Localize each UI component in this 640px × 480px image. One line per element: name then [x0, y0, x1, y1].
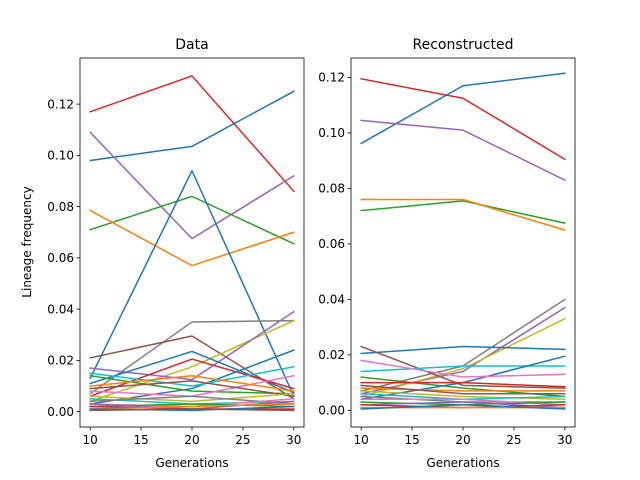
- data-series-line-8: [89, 319, 295, 403]
- reconstructed-series-line-8: [360, 345, 566, 355]
- data-series-line-0: [89, 75, 295, 193]
- data-x-tick-label-3: 25: [235, 433, 250, 447]
- reconstructed-y-tick-label-4: 0.08: [318, 182, 345, 196]
- data-plot-frame: [79, 57, 305, 428]
- data-panel-title: Data: [175, 37, 208, 53]
- data-series-line-13: [89, 365, 295, 387]
- data-x-tick-label-1: 15: [133, 433, 148, 447]
- reconstructed-series-line-12: [360, 359, 566, 378]
- reconstructed-series-line-14: [360, 381, 566, 388]
- reconstructed-series-line-16: [360, 384, 566, 395]
- reconstructed-y-tick-label-1: 0.02: [318, 348, 345, 362]
- data-y-tick-label-4: 0.08: [47, 200, 74, 214]
- reconstructed-y-tick-label-0: 0.00: [318, 404, 345, 418]
- reconstructed-series-line-2: [360, 119, 566, 182]
- reconstructed-x-tick-label-1: 15: [404, 433, 419, 447]
- data-series-line-2: [89, 131, 295, 240]
- data-panel: Data 10 15 20 25 30 0.00 0.02 0.04 0.06 0.08 0.10…: [20, 37, 305, 470]
- reconstructed-panel: Reconstructed 10 15 20 25 30 0.00 0.02 0.04 0.0…: [318, 37, 576, 470]
- reconstructed-y-tick-label-2: 0.04: [318, 293, 345, 307]
- data-y-axis-label: Lineage frequency: [20, 186, 34, 297]
- data-y-tick-label-6: 0.12: [47, 97, 74, 111]
- reconstructed-y-tick-label-6: 0.12: [318, 71, 345, 85]
- reconstructed-plot-frame: [350, 57, 576, 428]
- reconstructed-series-line-10: [360, 365, 566, 373]
- data-y-tick-label-1: 0.02: [47, 354, 74, 368]
- data-series-line-1: [89, 90, 295, 162]
- data-x-axis-label: Generations: [155, 456, 228, 470]
- reconstructed-x-tick-label-3: 25: [506, 433, 521, 447]
- data-series-line-11: [89, 358, 295, 398]
- data-series-line-6: [89, 319, 295, 395]
- data-series-line-9: [89, 310, 295, 381]
- data-series-line-14: [89, 374, 295, 395]
- reconstructed-series-line-4: [360, 198, 566, 231]
- data-x-tick-label-0: 10: [83, 433, 98, 447]
- reconstructed-series-line-3: [360, 200, 566, 224]
- reconstructed-x-tick-label-2: 20: [455, 433, 470, 447]
- reconstructed-series-line-15: [360, 387, 566, 392]
- data-y-tick-label-0: 0.00: [47, 405, 74, 419]
- data-y-tick-label-3: 0.06: [47, 251, 74, 265]
- reconstructed-series-line-6: [360, 306, 566, 395]
- data-x-tick-label-4: 30: [286, 433, 301, 447]
- reconstructed-y-tick-label-3: 0.06: [318, 237, 345, 251]
- data-y-tick-label-2: 0.04: [47, 302, 74, 316]
- data-series-line-12: [89, 349, 295, 405]
- data-x-tick-label-2: 20: [184, 433, 199, 447]
- reconstructed-series-line-17: [360, 390, 566, 401]
- reconstructed-panel-title: Reconstructed: [413, 37, 514, 53]
- data-series-line-18: [89, 392, 295, 403]
- reconstructed-y-tick-label-5: 0.10: [318, 126, 345, 140]
- data-series-line-27: [89, 408, 295, 412]
- data-series-line-4: [89, 209, 295, 267]
- reconstructed-series-line-0: [360, 77, 566, 161]
- data-series-line-7: [89, 335, 295, 400]
- reconstructed-x-tick-label-4: 30: [557, 433, 572, 447]
- reconstructed-series-line-9: [360, 345, 566, 389]
- data-series-line-17: [89, 380, 295, 398]
- reconstructed-x-tick-label-0: 10: [354, 433, 369, 447]
- data-series-line-25: [89, 403, 295, 410]
- reconstructed-x-axis-label: Generations: [426, 456, 499, 470]
- data-series-line-3: [89, 195, 295, 245]
- reconstructed-series-line-25: [360, 404, 566, 410]
- data-series-line-16: [89, 375, 295, 392]
- reconstructed-series-line-7: [360, 317, 566, 398]
- data-y-tick-label-5: 0.10: [47, 149, 74, 163]
